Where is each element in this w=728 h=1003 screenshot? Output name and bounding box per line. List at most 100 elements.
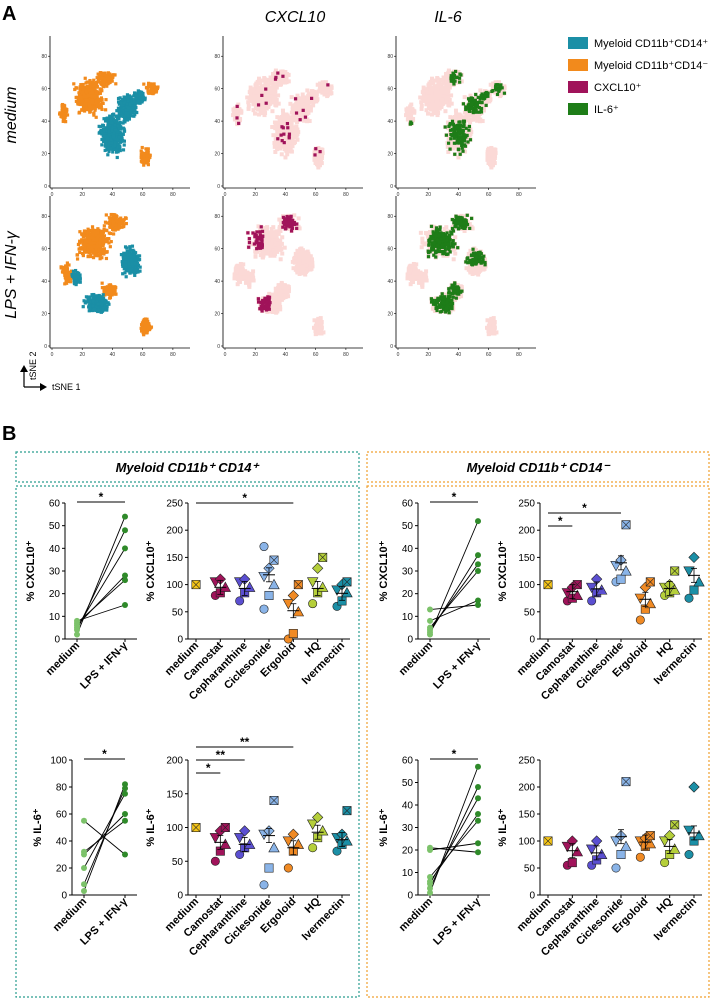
tsne-point-cd14neg bbox=[149, 85, 153, 90]
tsne-point-bg bbox=[445, 120, 450, 125]
tsne-point-bg bbox=[291, 117, 296, 122]
tsne-point-bg bbox=[436, 85, 441, 90]
tsne-point-bg bbox=[426, 105, 431, 110]
tsne-point-bg bbox=[445, 144, 450, 149]
tsne-point-cd14neg bbox=[83, 76, 87, 80]
tsne-point-il6 bbox=[479, 110, 484, 114]
tsne-point-bg bbox=[436, 92, 441, 97]
tsne-point-cd14neg bbox=[77, 111, 81, 115]
tsne-point-il6 bbox=[444, 133, 448, 137]
tsne-point-bg bbox=[457, 115, 462, 120]
tsne-point-il6 bbox=[478, 100, 482, 104]
tsne-point-bg bbox=[293, 106, 298, 111]
tsne-point-bg bbox=[436, 102, 441, 107]
tsne-point-il6 bbox=[450, 133, 454, 138]
tsne-point-bg bbox=[312, 92, 317, 97]
tsne-point-il6 bbox=[453, 152, 457, 156]
row-label-medium: medium bbox=[3, 87, 20, 144]
tsne-point-bg bbox=[449, 93, 454, 98]
tsne-point-bg bbox=[314, 92, 319, 97]
tsne-point-il6 bbox=[468, 99, 472, 103]
tsne-point-il6 bbox=[486, 91, 490, 95]
tsne-point-bg bbox=[249, 98, 254, 103]
tsne-point-il6 bbox=[456, 138, 460, 142]
tsne-point-cd14neg bbox=[92, 78, 96, 82]
tsne-point-il6 bbox=[458, 152, 462, 156]
tsne-point-cd14neg bbox=[100, 72, 104, 77]
tsne-point-cxcl10 bbox=[276, 71, 280, 75]
tsne-point-cd14neg bbox=[93, 81, 97, 86]
tsne-point-bg bbox=[284, 139, 289, 144]
tsne-point-bg bbox=[295, 120, 300, 125]
tsne-point-bg bbox=[281, 117, 286, 122]
tsne-point-cxcl10 bbox=[293, 97, 298, 101]
tsne-point-bg bbox=[320, 80, 325, 85]
tsne-x-tick-label: 0 bbox=[224, 192, 227, 198]
tsne-point-bg bbox=[455, 144, 460, 149]
tsne-point-il6 bbox=[443, 125, 447, 129]
tsne-point-cd14pos bbox=[119, 134, 123, 138]
tsne-y-tick-label: 40 bbox=[214, 119, 220, 125]
tsne-point-bg bbox=[294, 133, 299, 138]
tsne-point-bg bbox=[248, 85, 253, 90]
tsne-point-cd14pos bbox=[122, 106, 126, 110]
tsne-point-bg bbox=[271, 77, 276, 82]
tsne-point-cd14pos bbox=[103, 134, 107, 139]
tsne-point-cd14neg bbox=[111, 225, 115, 229]
tsne-point-cd14pos bbox=[103, 144, 107, 148]
tsne-point-il6 bbox=[477, 106, 481, 110]
tsne-point-il6 bbox=[469, 106, 474, 111]
tsne-point-bg bbox=[312, 89, 317, 94]
tsne-point-bg bbox=[434, 98, 439, 103]
tsne-point-il6 bbox=[486, 94, 490, 98]
tsne-point-bg bbox=[273, 89, 278, 94]
tsne-point-cd14neg bbox=[103, 237, 107, 241]
tsne-point-cd14neg bbox=[98, 71, 102, 75]
tsne-point-bg bbox=[291, 112, 296, 117]
tsne-point-bg bbox=[284, 72, 289, 77]
tsne-point-bg bbox=[274, 85, 279, 90]
tsne-point-bg bbox=[271, 99, 276, 104]
tsne-point-cd14neg bbox=[104, 74, 108, 78]
tsne-point-il6 bbox=[467, 109, 472, 113]
tsne-point-cd14neg bbox=[106, 74, 110, 78]
tsne-point-bg bbox=[288, 130, 293, 135]
tsne-point-bg bbox=[436, 78, 441, 83]
tsne-point-cd14pos bbox=[119, 107, 123, 111]
tsne-point-cd14neg bbox=[102, 224, 106, 228]
tsne-point-cxcl10 bbox=[298, 118, 302, 122]
tsne-point-bg bbox=[284, 78, 289, 83]
tsne-point-bg bbox=[288, 101, 293, 106]
tsne-point-cxcl10 bbox=[276, 137, 280, 141]
tsne-point-cd14neg bbox=[145, 161, 149, 165]
tsne-point-cd14pos bbox=[134, 97, 138, 101]
tsne-point-bg bbox=[234, 111, 239, 116]
tsne-point-bg bbox=[263, 111, 268, 116]
tsne-point-cd14neg bbox=[63, 282, 67, 286]
tsne-point-cd14pos bbox=[113, 143, 117, 148]
tsne-point-cd14pos bbox=[112, 147, 116, 152]
tsne-point-cd14neg bbox=[101, 101, 105, 106]
tsne-point-cd14neg bbox=[119, 216, 123, 220]
tsne-point-cxcl10 bbox=[301, 108, 305, 112]
tsne-point-bg bbox=[308, 104, 313, 109]
tsne-point-cxcl10 bbox=[260, 93, 264, 97]
tsne-point-cd14neg bbox=[99, 96, 104, 100]
tsne-point-cd14pos bbox=[132, 94, 136, 98]
tsne-point-cd14neg bbox=[91, 228, 95, 232]
tsne-point-bg bbox=[272, 120, 277, 125]
tsne-point-cd14pos bbox=[109, 147, 113, 151]
tsne-point-il6 bbox=[448, 128, 453, 132]
tsne-point-bg bbox=[469, 109, 474, 114]
tsne-point-bg bbox=[302, 118, 307, 123]
tsne-y-tick-label: 40 bbox=[41, 119, 47, 125]
tsne-point-cd14neg bbox=[76, 242, 81, 247]
tsne-point-il6 bbox=[460, 136, 464, 140]
tsne-point-cd14neg bbox=[93, 108, 97, 112]
tsne-point-cd14pos bbox=[126, 111, 131, 115]
tsne-point-bg bbox=[275, 147, 280, 152]
tsne-point-cd14pos bbox=[104, 142, 108, 146]
tsne-point-bg bbox=[301, 96, 306, 101]
tsne-point-bg bbox=[246, 100, 251, 105]
tsne-point-cd14pos bbox=[100, 132, 104, 136]
